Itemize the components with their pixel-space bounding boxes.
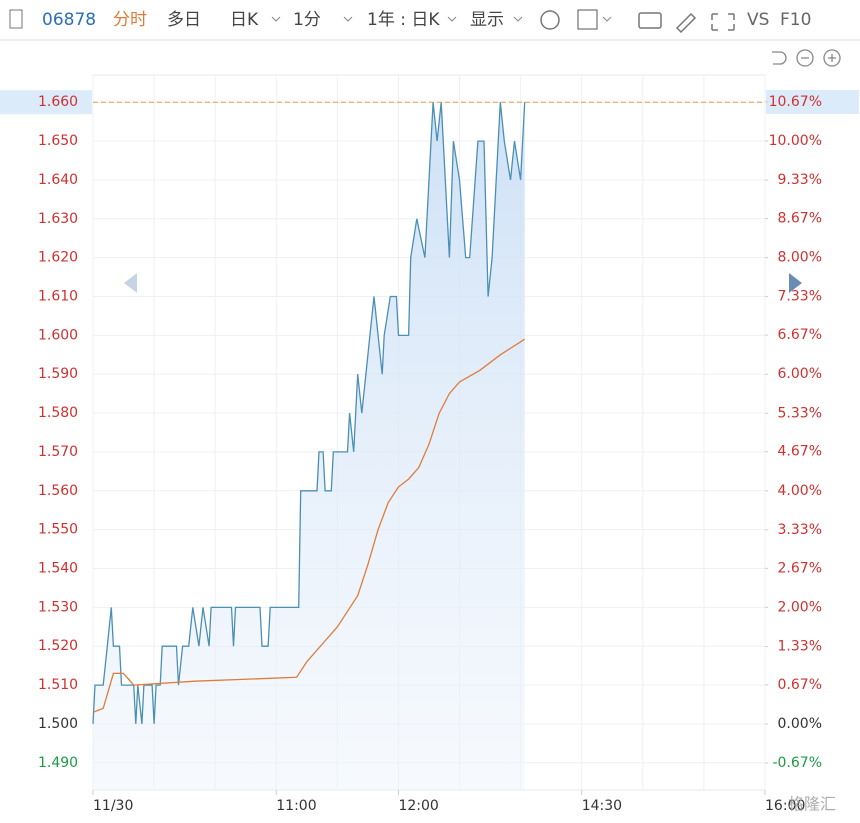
tab[interactable]: 日K [230, 10, 259, 30]
chart-tools [772, 49, 841, 67]
chevron[interactable] [271, 16, 281, 22]
y-tick-label: 1.550 [38, 522, 78, 538]
y-tick-label: 1.580 [38, 405, 78, 421]
toolbar: 06878 分时 多日 日K 1分 1年 : 日K 显示 VS F10 [0, 9, 860, 41]
y-tick-label: 1.620 [38, 250, 78, 266]
y-tick-label: 1.510 [38, 677, 78, 693]
stock-code[interactable]: 06878 [42, 10, 96, 30]
scroll-left[interactable] [124, 273, 137, 293]
y2-tick-label: 0.67% [778, 677, 822, 693]
zoom-out-icon[interactable] [796, 49, 814, 67]
y2-tick-label: 4.00% [778, 483, 822, 499]
y-tick-label: 1.600 [38, 327, 78, 343]
reset-icon[interactable] [772, 51, 787, 65]
y2-tick-label: 10.67% [769, 94, 822, 110]
y2-tick-label: 2.67% [778, 560, 822, 576]
y-tick-label: 1.610 [38, 288, 78, 304]
y2-tick-label: 5.33% [778, 405, 822, 421]
y2-tick-label: 0.00% [778, 716, 822, 732]
y-tick-label: 1.640 [38, 172, 78, 188]
settings-icon[interactable] [540, 10, 560, 30]
y-tick-label: 1.660 [38, 94, 78, 110]
y-tick-label: 1.650 [38, 133, 78, 149]
y-tick-label: 1.500 [38, 716, 78, 732]
chevron[interactable] [447, 16, 457, 22]
y-tick-label: 1.570 [38, 444, 78, 460]
scroll-right[interactable] [789, 273, 802, 293]
y-tick-label: 1.490 [38, 755, 78, 771]
y2-tick-label: 4.67% [778, 444, 822, 460]
chevron[interactable] [602, 16, 612, 22]
price-line [92, 102, 526, 724]
tab[interactable]: 分时 [113, 10, 147, 30]
average-line [92, 338, 526, 713]
draw-icon[interactable] [675, 12, 697, 34]
y2-tick-label: 8.00% [778, 250, 822, 266]
y2-tick-label: 10.00% [769, 133, 822, 149]
y2-tick-label: 6.00% [778, 366, 822, 382]
y2-tick-label: 6.67% [778, 327, 822, 343]
price-highlight [0, 90, 92, 115]
y2-tick-label: 1.33% [778, 638, 822, 654]
camera-icon[interactable] [638, 12, 662, 29]
watermark: 格隆汇 [788, 795, 836, 814]
y2-tick-label: 3.33% [778, 522, 822, 538]
tool[interactable]: VS [747, 10, 769, 30]
y2-tick-label: 2.00% [778, 599, 822, 615]
tab[interactable]: 多日 [167, 10, 201, 30]
tab[interactable]: 显示 [470, 10, 504, 30]
x-tick-label: 11/30 [93, 798, 133, 814]
y-tick-label: 1.520 [38, 638, 78, 654]
y-tick-label: 1.590 [38, 366, 78, 382]
chevron[interactable] [343, 16, 353, 22]
tab[interactable]: 1年 : 日K [367, 10, 440, 30]
x-tick-label: 14:30 [582, 798, 622, 814]
x-tick-label: 12:00 [398, 798, 438, 814]
color-icon[interactable] [577, 9, 598, 30]
y-tick-label: 1.630 [38, 211, 78, 227]
tool[interactable]: F10 [780, 10, 811, 30]
y-tick-label: 1.530 [38, 599, 78, 615]
sidebar-toggle[interactable] [9, 9, 23, 29]
plot: 11/30 11:00 12:00 14:30 16:00 1.490 1.500 1.510… [0, 74, 859, 814]
zoom-in-sign [828, 54, 836, 62]
y2-tick-label: 9.33% [778, 172, 822, 188]
y2-tick-label: -0.67% [772, 755, 822, 771]
y2-tick-label: 7.33% [778, 289, 822, 305]
x-tick-label: 16:00 [765, 798, 805, 814]
chevron[interactable] [513, 16, 523, 22]
y2-tick-label: 8.67% [778, 211, 822, 227]
tab[interactable]: 1分 [293, 10, 321, 30]
pct-highlight [766, 89, 859, 114]
fullscreen-icon[interactable] [711, 13, 735, 31]
x-tick-label: 11:00 [276, 798, 316, 814]
price-area [93, 102, 525, 790]
zoom-in-icon[interactable] [823, 49, 841, 67]
y-tick-label: 1.540 [38, 561, 78, 577]
y-tick-label: 1.560 [38, 483, 78, 499]
